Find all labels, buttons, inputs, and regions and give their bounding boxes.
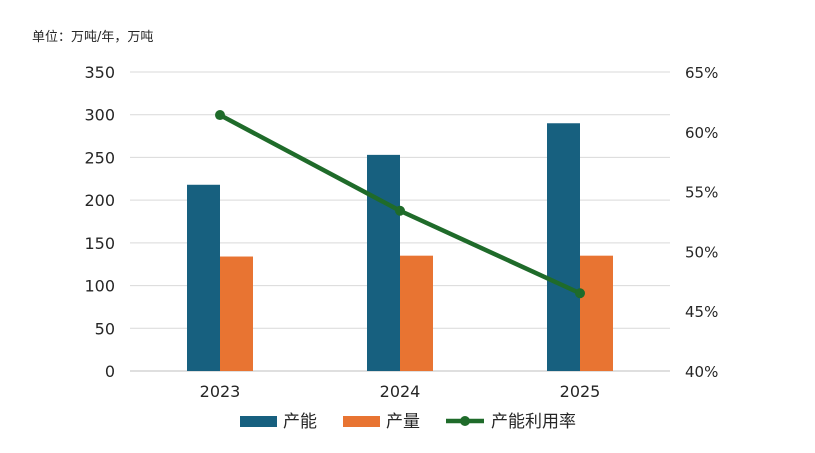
- left-tick-label: 200: [84, 191, 115, 210]
- x-tick-label: 2024: [380, 382, 421, 401]
- line-point: [215, 110, 225, 121]
- legend-label: 产能利用率: [491, 412, 576, 432]
- left-tick-label: 100: [84, 277, 115, 296]
- utilization-line: [215, 110, 585, 299]
- legend-label: 产能: [283, 412, 317, 432]
- left-tick-label: 350: [84, 63, 115, 82]
- legend-label: 产量: [386, 412, 420, 432]
- right-tick-label: 45%: [685, 303, 718, 321]
- right-axis: 40% 45% 50% 55% 60% 65%: [685, 64, 718, 381]
- left-axis: 0 50 100 150 200 250 300 350: [84, 63, 115, 381]
- line-point: [575, 288, 585, 299]
- right-tick-label: 65%: [685, 64, 718, 82]
- bar-capacity: [367, 154, 400, 371]
- right-tick-label: 60%: [685, 124, 718, 142]
- line-point: [395, 205, 405, 216]
- right-tick-label: 50%: [685, 243, 718, 261]
- x-tick-label: 2023: [200, 382, 241, 401]
- bar-output: [580, 255, 613, 371]
- left-tick-label: 150: [84, 234, 115, 253]
- unit-note: 单位：万吨/年，万吨: [32, 30, 153, 45]
- bar-capacity: [547, 123, 580, 371]
- x-axis: 2023 2024 2025: [200, 382, 601, 401]
- left-tick-label: 0: [105, 362, 115, 381]
- left-tick-label: 250: [84, 148, 115, 167]
- right-tick-label: 40%: [685, 363, 718, 381]
- bar-output: [220, 256, 253, 371]
- bar-output: [400, 255, 433, 371]
- legend-swatch-marker: [460, 416, 470, 426]
- bars: [187, 123, 613, 371]
- left-tick-label: 300: [84, 106, 115, 125]
- left-tick-label: 50: [95, 319, 115, 338]
- legend-swatch: [240, 416, 277, 427]
- bar-capacity: [187, 184, 220, 371]
- legend-swatch: [343, 416, 380, 427]
- legend: 产能 产量 产能利用率: [240, 412, 576, 432]
- x-tick-label: 2025: [560, 382, 601, 401]
- right-tick-label: 55%: [685, 184, 718, 202]
